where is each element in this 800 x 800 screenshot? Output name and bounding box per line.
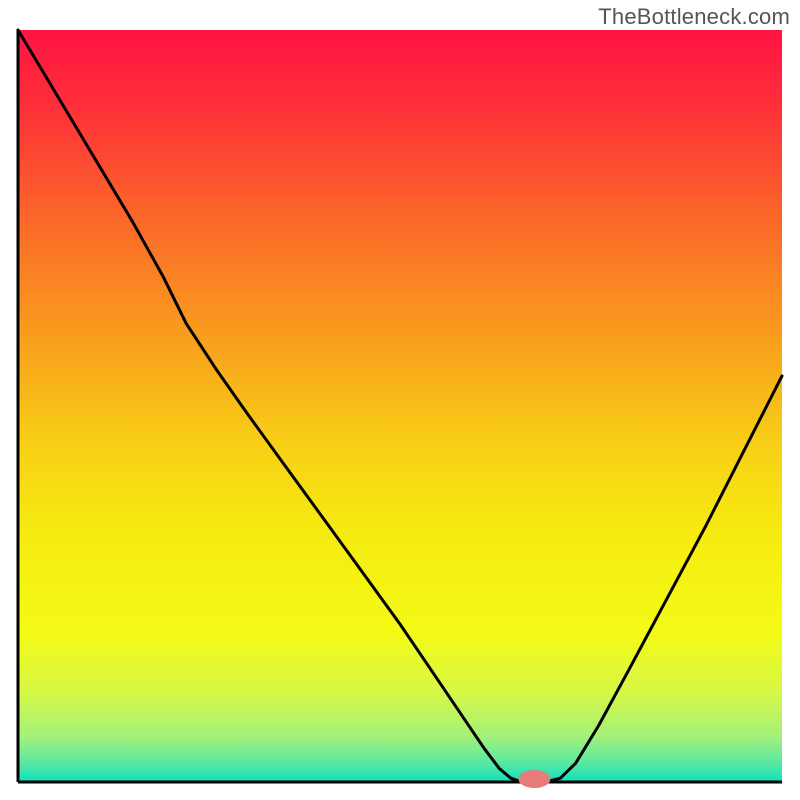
optimal-marker <box>518 770 550 788</box>
chart-container: TheBottleneck.com <box>0 0 800 800</box>
watermark-label: TheBottleneck.com <box>598 4 790 30</box>
plot-background <box>18 30 782 782</box>
bottleneck-curve-chart <box>0 0 800 800</box>
